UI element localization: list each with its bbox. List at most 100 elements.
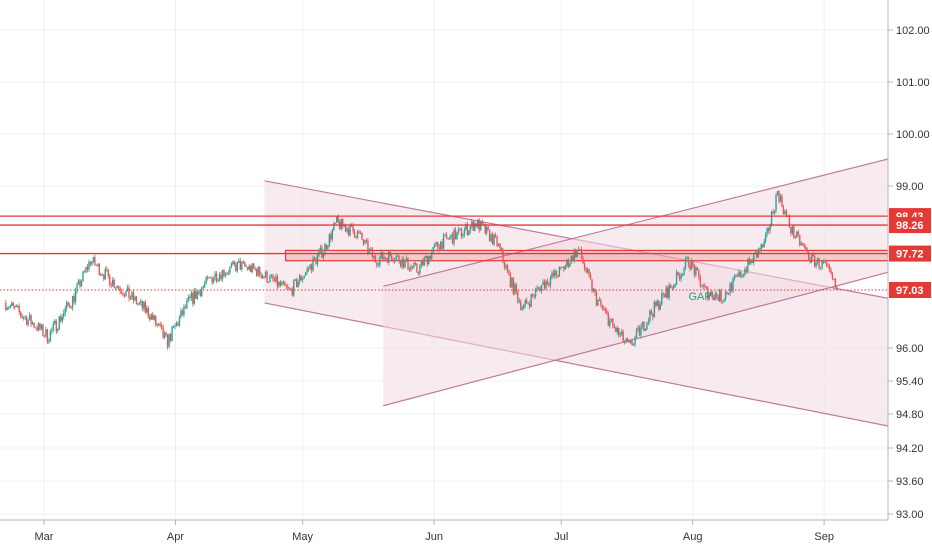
candle-body: [269, 275, 271, 283]
candle-body: [336, 216, 338, 223]
candle-body: [159, 324, 161, 326]
candle-body: [390, 255, 393, 260]
candle-body: [539, 287, 541, 291]
candle-body: [258, 266, 261, 275]
candle-body: [681, 274, 684, 276]
candle-body: [267, 282, 270, 284]
candle-body: [132, 292, 135, 301]
candle-body: [512, 277, 515, 294]
candle-body: [687, 257, 690, 265]
candle-body: [43, 335, 46, 337]
candle-body: [290, 288, 292, 290]
candle-body: [156, 324, 158, 326]
candle-body: [644, 328, 647, 331]
candle-body: [585, 268, 587, 273]
candle-body: [557, 275, 559, 277]
candle-body: [732, 278, 734, 291]
candle-body: [284, 281, 286, 286]
candle-body: [218, 274, 221, 280]
candle-body: [393, 260, 396, 262]
candle-body: [701, 285, 703, 287]
candle-body: [769, 224, 771, 231]
candle-body: [717, 296, 719, 301]
candle-body: [549, 277, 552, 286]
candle-body: [22, 317, 25, 319]
candle-body: [143, 302, 145, 309]
candle-body: [748, 258, 751, 264]
candle-body: [303, 275, 305, 279]
candle-body: [561, 266, 564, 268]
channel-ascending-line-2[interactable]: [383, 154, 905, 287]
candle-body: [297, 282, 299, 288]
candle-body: [690, 260, 693, 270]
candle-body: [312, 258, 314, 271]
price-axis[interactable]: 102.00 101.00 100.00 99.00 96.00 95.40 94.80 94…: [888, 25, 930, 521]
candle-body: [19, 311, 22, 317]
candle-body: [684, 258, 687, 268]
candle-body: [567, 259, 569, 267]
candle-body: [564, 265, 567, 270]
candle-body: [82, 271, 84, 282]
candle-body: [281, 282, 283, 286]
candle-body: [383, 258, 385, 260]
time-tick-label: May: [292, 531, 313, 543]
candle-body: [601, 305, 604, 309]
candle-body: [444, 234, 446, 236]
candle-body: [451, 234, 454, 244]
candle-body: [232, 261, 234, 265]
candle-body: [610, 318, 613, 321]
candle-body: [178, 317, 181, 326]
price-tick-label: 94.20: [896, 443, 924, 455]
candle-body: [586, 269, 589, 273]
candle-body: [511, 277, 513, 288]
candle-body: [490, 234, 492, 242]
candle-body: [49, 331, 52, 342]
candle-body: [772, 211, 774, 214]
candle-body: [8, 307, 10, 309]
channel-ascending-line-1[interactable]: [383, 267, 905, 407]
candle-body: [816, 258, 819, 263]
price-tick-label: 101.00: [896, 77, 930, 89]
candle-body: [456, 232, 458, 240]
price-tick-label: 96.00: [896, 343, 924, 355]
candle-body: [782, 206, 785, 214]
candle-body: [89, 261, 92, 265]
candle-body: [603, 308, 605, 310]
candle-body: [138, 302, 141, 304]
candle-body: [166, 334, 169, 347]
candle-body: [776, 190, 779, 195]
candle-body: [527, 303, 529, 305]
candle-body: [713, 297, 715, 300]
candle-body: [598, 300, 601, 302]
candle-body: [439, 241, 442, 250]
candle-body: [364, 240, 366, 244]
candle-body: [46, 329, 49, 342]
candle-body: [572, 255, 574, 262]
price-levels[interactable]: [0, 215, 888, 291]
candle-body: [160, 325, 163, 328]
candle-body: [106, 269, 108, 271]
price-badge-97.03: [889, 282, 931, 298]
channel-descending-line-2[interactable]: [264, 302, 914, 432]
candle-body: [531, 294, 534, 296]
time-axis[interactable]: Mar Apr May Jun Jul Aug Sep: [35, 520, 834, 543]
candle-body: [5, 302, 7, 310]
candle-body: [825, 262, 828, 265]
candle-body: [24, 316, 26, 318]
candle-body: [129, 298, 132, 300]
candle-body: [76, 284, 78, 291]
candle-body: [355, 237, 357, 239]
candle-body: [494, 234, 497, 237]
drawing-layer[interactable]: [264, 154, 914, 432]
candle-body: [74, 290, 77, 302]
candle-body: [618, 327, 620, 335]
candle-body: [540, 284, 543, 291]
candle-body: [80, 281, 83, 287]
candle-body: [450, 234, 452, 238]
candle-body: [352, 225, 354, 232]
candle-body: [316, 255, 319, 264]
candle-body: [189, 296, 191, 298]
candle-body: [328, 234, 331, 247]
